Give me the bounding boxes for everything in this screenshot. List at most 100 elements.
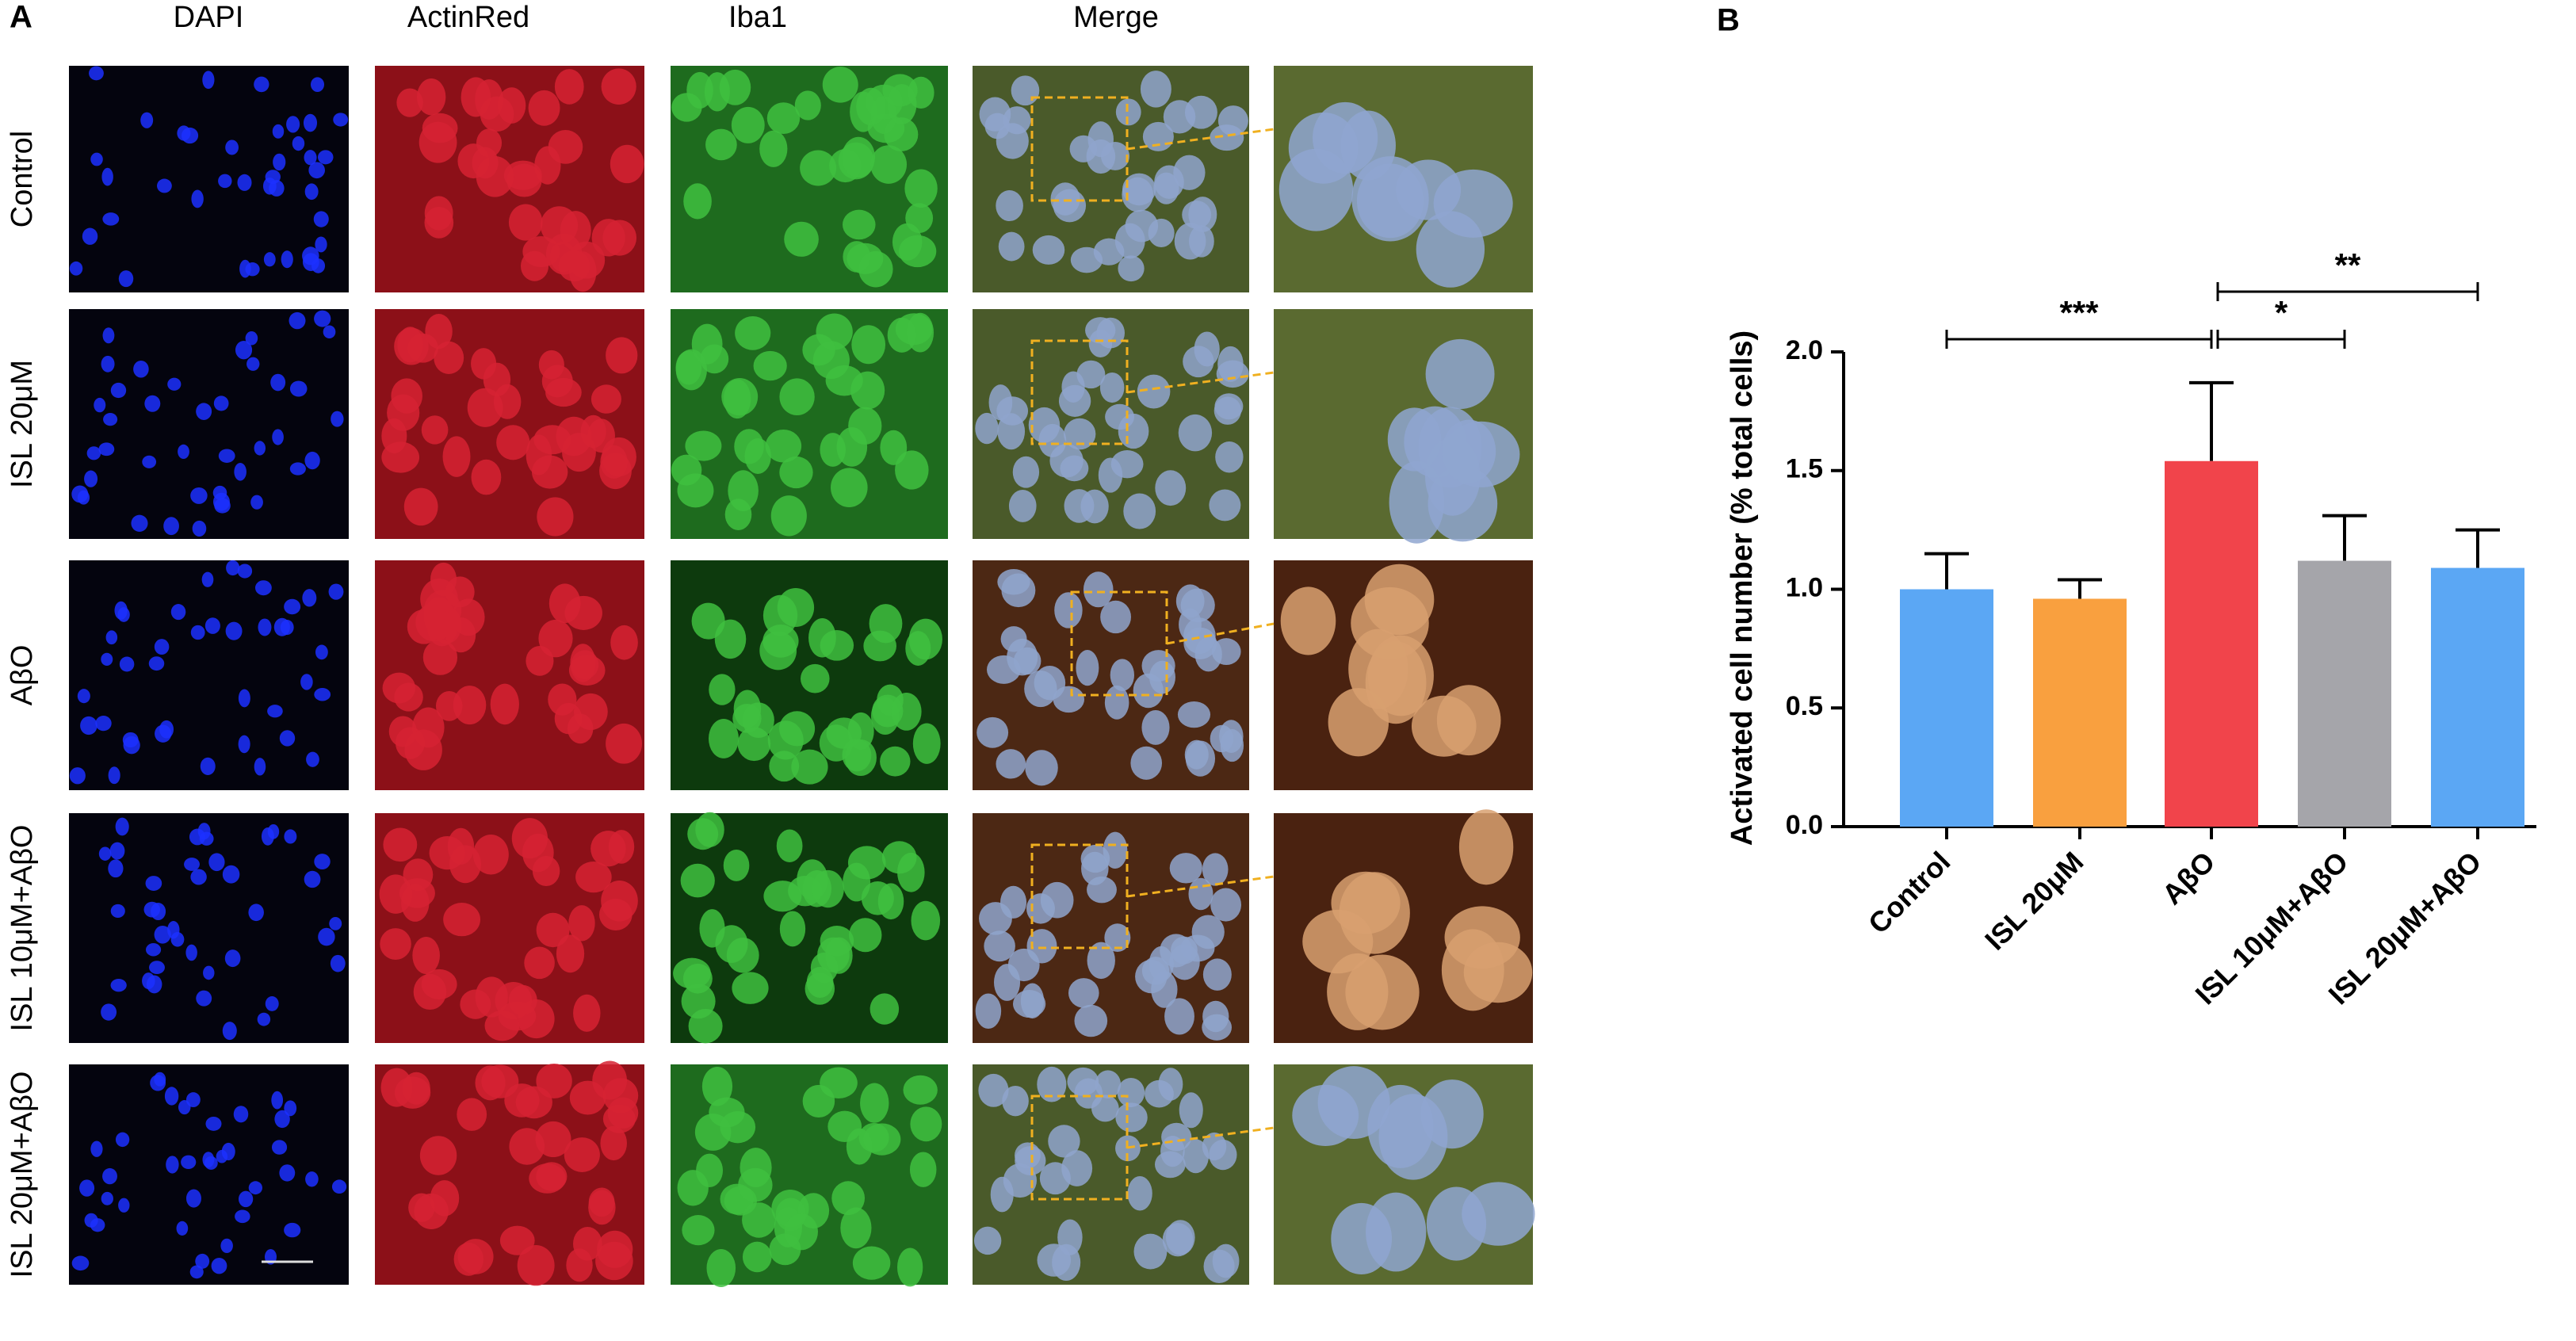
cell	[263, 252, 276, 267]
cell	[202, 1152, 215, 1168]
cell	[422, 113, 458, 143]
x-tick-label: AβO	[2156, 845, 2222, 911]
y-tick-label: 0.0	[1786, 810, 1823, 840]
cell	[472, 835, 509, 875]
cell	[248, 904, 264, 922]
cell	[150, 1075, 166, 1091]
cell	[1154, 165, 1184, 199]
cell	[1068, 978, 1099, 1008]
cell	[224, 949, 241, 968]
cell	[225, 139, 239, 155]
cell	[1063, 418, 1096, 450]
cell	[140, 112, 154, 128]
cell	[302, 589, 317, 607]
cell	[331, 1179, 347, 1194]
y-tick-label: 0.5	[1786, 691, 1823, 721]
cell	[1101, 141, 1130, 170]
cell	[808, 617, 836, 658]
cell	[1177, 701, 1211, 728]
cell	[1387, 407, 1442, 472]
cell	[675, 349, 708, 391]
cell	[330, 954, 346, 972]
cell	[791, 749, 828, 785]
cell	[897, 852, 925, 892]
cell	[537, 497, 574, 537]
cell	[1110, 659, 1135, 692]
cell	[328, 583, 344, 600]
cell	[315, 644, 328, 660]
cell	[238, 735, 250, 754]
cell	[903, 1075, 938, 1105]
cell	[1081, 851, 1109, 885]
cell	[101, 355, 115, 372]
cell	[149, 961, 165, 975]
cell	[564, 1137, 600, 1172]
cell	[732, 972, 769, 1004]
cell	[397, 327, 423, 363]
cell	[95, 716, 112, 732]
cell	[429, 836, 465, 870]
cell	[706, 1248, 736, 1288]
cell	[1442, 419, 1496, 483]
cell	[191, 189, 204, 208]
micrographs: DAPI ActinRed Iba1 Merge Control ISL 20μM AβO I…	[6, 1, 1535, 1288]
cell	[905, 203, 934, 234]
cell	[235, 340, 253, 360]
cell	[82, 227, 98, 245]
bar	[2165, 460, 2258, 827]
cell	[1178, 414, 1213, 452]
significance-label: *	[2275, 294, 2288, 331]
cell	[683, 183, 712, 220]
cell	[237, 564, 253, 579]
cell	[556, 416, 592, 457]
panel-label: A	[10, 0, 32, 35]
cell	[831, 1181, 866, 1216]
cell	[196, 403, 212, 420]
cell	[1099, 372, 1125, 403]
cell	[212, 492, 230, 511]
zoom-connector	[1166, 622, 1275, 645]
cell	[735, 316, 771, 350]
cell	[975, 993, 1002, 1030]
cell	[1127, 1176, 1152, 1211]
cell	[71, 1255, 90, 1271]
cell	[442, 436, 471, 477]
cell	[704, 72, 730, 112]
cell	[1115, 1102, 1148, 1133]
cell	[218, 449, 235, 463]
cell	[284, 1222, 301, 1238]
cell	[190, 869, 207, 885]
cell	[1076, 650, 1099, 686]
cell	[731, 106, 765, 143]
cell	[453, 686, 487, 725]
cell	[286, 116, 300, 133]
cell	[769, 751, 800, 782]
cell	[820, 433, 846, 467]
cell	[606, 337, 638, 374]
cell	[1169, 853, 1202, 884]
cell	[86, 446, 101, 460]
cell	[779, 711, 816, 747]
cell	[176, 1221, 189, 1236]
cell	[185, 1189, 201, 1208]
micrograph	[69, 560, 349, 790]
cell	[600, 1125, 627, 1161]
cell	[1420, 1079, 1484, 1149]
cell	[200, 757, 216, 775]
cell	[218, 174, 232, 189]
y-tick-label: 1.5	[1786, 454, 1823, 484]
cell	[1140, 71, 1171, 108]
cell	[484, 1010, 520, 1041]
cell	[685, 430, 722, 461]
cell	[475, 976, 508, 1018]
cell	[610, 144, 644, 184]
cell	[90, 1140, 103, 1157]
cell	[1025, 750, 1058, 786]
cell	[1130, 746, 1163, 780]
cell	[269, 180, 285, 197]
cell	[1125, 209, 1159, 243]
cell	[895, 450, 929, 490]
cell	[877, 883, 904, 920]
cell	[556, 934, 585, 973]
cell	[192, 520, 207, 537]
